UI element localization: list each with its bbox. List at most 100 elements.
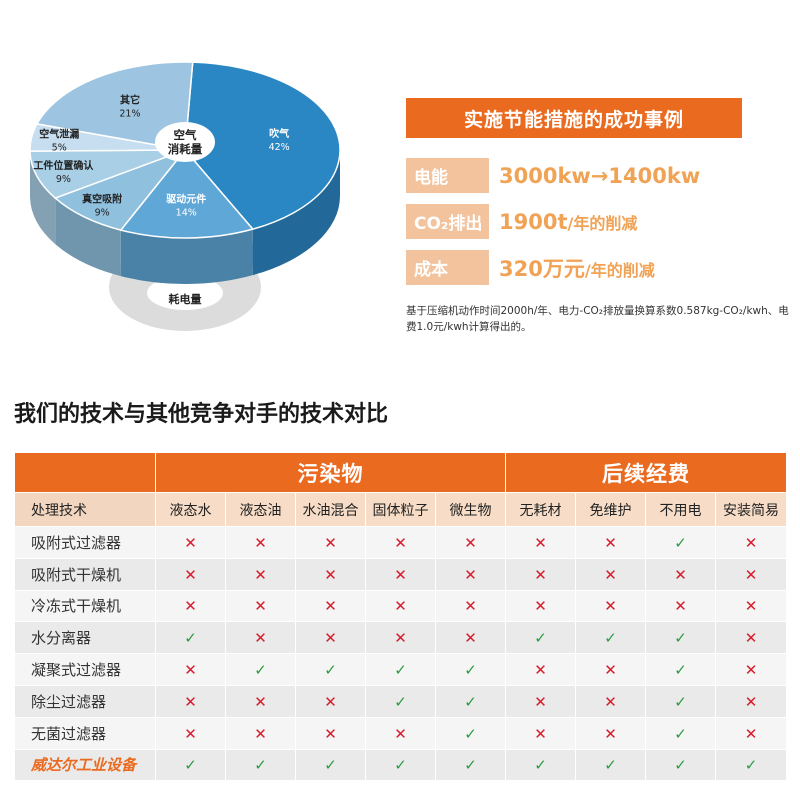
table-cell: ✓: [645, 526, 717, 559]
table-cell: ✓: [365, 748, 436, 782]
table-cell: ✕: [155, 684, 226, 718]
column-header: 固体粒子: [365, 492, 436, 527]
cross-icon: ✕: [394, 533, 407, 552]
table-cell: ✕: [505, 684, 577, 718]
check-icon: ✓: [184, 756, 197, 775]
table-cell: ✕: [155, 589, 226, 623]
table-cell: ✓: [365, 684, 436, 718]
table-cell: ✕: [295, 557, 366, 591]
table-cell: ✕: [434, 526, 507, 559]
table-cell: ✕: [295, 526, 366, 559]
table-cell: ✓: [155, 621, 226, 655]
column-header: 不用电: [645, 492, 717, 527]
table-row: 吸附式过滤器 ✕ ✕ ✕ ✕ ✕ ✕ ✕ ✓ ✕: [14, 526, 788, 559]
cross-icon: ✕: [464, 629, 477, 648]
group-header-blank: [14, 452, 156, 493]
table-row: 凝聚式过滤器 ✕ ✓ ✓ ✓ ✓ ✕ ✕ ✓ ✕: [14, 653, 788, 686]
cross-icon: ✕: [604, 597, 617, 616]
table-cell: ✕: [155, 526, 226, 559]
pie-slice-value: 21%: [119, 108, 140, 119]
table-cell: ✕: [225, 589, 296, 623]
pie-slice-value: 9%: [95, 208, 110, 219]
cross-icon: ✕: [744, 597, 758, 616]
pie-center-label: 空气: [174, 128, 197, 142]
cross-icon: ✕: [184, 565, 197, 584]
table-cell: ✓: [505, 748, 577, 782]
table-cell: ✓: [434, 716, 507, 750]
check-icon: ✓: [394, 692, 407, 711]
pie-slice-label: 吹气: [269, 127, 289, 140]
cross-icon: ✕: [394, 565, 407, 584]
table-cell: ✕: [365, 589, 436, 623]
cross-icon: ✕: [394, 597, 407, 616]
table-row: 威达尔工业设备 ✓ ✓ ✓ ✓ ✓ ✓ ✓ ✓ ✓: [14, 748, 788, 782]
sub-pie-center: [147, 276, 223, 310]
check-icon: ✓: [534, 756, 547, 775]
cross-icon: ✕: [534, 692, 547, 711]
table-cell: ✕: [715, 557, 788, 591]
comparison-table: 污染物 后续经费 处理技术 液态水 液态油 水油混合 固体粒子 微生物 无耗材 免维护 不用电安…: [14, 452, 788, 782]
table-cell: ✕: [434, 557, 507, 591]
table-cell: ✕: [505, 589, 577, 623]
check-icon: ✓: [534, 629, 547, 648]
cross-icon: ✕: [744, 692, 758, 711]
table-cell: ✕: [155, 557, 226, 591]
table-cell: ✕: [295, 716, 366, 750]
technology-name: 无菌过滤器: [14, 716, 156, 750]
table-cell: ✕: [365, 526, 436, 559]
cross-icon: ✕: [324, 597, 337, 616]
table-cell: ✕: [295, 621, 366, 655]
column-header-row: 处理技术 液态水 液态油 水油混合 固体粒子 微生物 无耗材 免维护 不用电 安装简易: [14, 492, 788, 527]
table-row: 吸附式干燥机 ✕ ✕ ✕ ✕ ✕ ✕ ✕ ✕ ✕: [14, 557, 788, 591]
technology-name: 吸附式干燥机: [14, 557, 156, 591]
table-cell: ✕: [715, 526, 788, 559]
pie-side: [252, 150, 340, 276]
case-value-co2: 1900t/年的削减: [499, 210, 637, 234]
table-cell: ✕: [295, 684, 366, 718]
cross-icon: ✕: [184, 692, 197, 711]
case-value-co2-unit: /年的削减: [567, 213, 638, 233]
cross-icon: ✕: [324, 724, 337, 743]
cross-icon: ✕: [324, 629, 337, 648]
cross-icon: ✕: [604, 724, 617, 743]
column-header: 无耗材: [505, 492, 577, 527]
pie-slice-label: 空气泄漏: [39, 128, 79, 141]
cross-icon: ✕: [254, 724, 267, 743]
cross-icon: ✕: [324, 692, 337, 711]
cross-icon: ✕: [394, 724, 407, 743]
table-cell: ✓: [434, 748, 507, 782]
cross-icon: ✕: [324, 565, 337, 584]
cross-icon: ✕: [674, 565, 687, 584]
pie-slice-label: 工件位置确认: [33, 159, 94, 172]
case-label-cost: 成本: [406, 250, 489, 285]
cross-icon: ✕: [254, 692, 267, 711]
table-cell: ✕: [575, 716, 647, 750]
table-cell: ✕: [505, 653, 577, 686]
pie-slice: [53, 148, 188, 231]
table-cell: ✓: [434, 653, 507, 686]
table-cell: ✓: [645, 653, 717, 686]
table-cell: ✕: [575, 557, 647, 591]
air-consumption-pie-chart: 空气20%耗电量 吹气42%驱动元件14%真空吸附9%工件位置确认9%空气泄漏5…: [29, 61, 341, 331]
cross-icon: ✕: [744, 629, 758, 648]
pie-slice: [119, 148, 255, 239]
case-value-cost-number: 320万元: [499, 256, 585, 281]
cross-icon: ✕: [744, 533, 758, 552]
pie-center-badge: [155, 122, 215, 162]
cross-icon: ✕: [464, 565, 477, 584]
check-icon: ✓: [674, 661, 687, 680]
table-cell: ✕: [575, 684, 647, 718]
check-icon: ✓: [674, 756, 687, 775]
table-cell: ✕: [295, 589, 366, 623]
table-cell: ✕: [575, 653, 647, 686]
pie-side: [120, 229, 253, 284]
cross-icon: ✕: [604, 692, 617, 711]
technology-name: 吸附式过滤器: [14, 526, 156, 559]
cross-icon: ✕: [604, 565, 617, 584]
case-row-cost: 成本 320万元/年的削减: [406, 250, 742, 285]
cross-icon: ✕: [674, 597, 687, 616]
table-cell: ✓: [434, 684, 507, 718]
column-header: 安装简易: [715, 492, 788, 527]
table-cell: ✓: [645, 684, 717, 718]
table-cell: ✕: [715, 589, 788, 623]
